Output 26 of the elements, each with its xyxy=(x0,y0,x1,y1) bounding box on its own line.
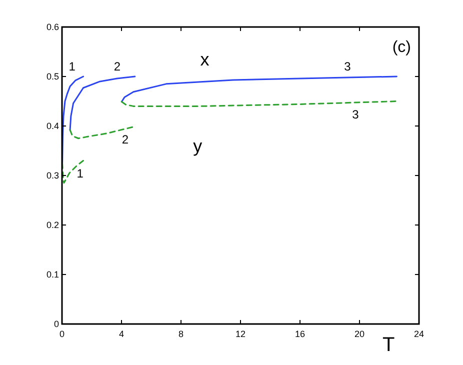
series-label: 2 xyxy=(122,132,129,146)
y-tick-label: 0.4 xyxy=(46,121,59,131)
x-tick-label: 16 xyxy=(294,329,306,339)
x-tick-label: 24 xyxy=(414,329,424,339)
line-series xyxy=(120,76,398,102)
x-tick-label: 8 xyxy=(178,329,184,339)
x-tick-label: 20 xyxy=(354,329,365,339)
annotation: y xyxy=(193,136,202,156)
line-series xyxy=(62,160,84,184)
y-tick-label: 0.3 xyxy=(46,170,59,180)
y-tick-label: 0 xyxy=(54,319,59,329)
y-tick-label: 0.1 xyxy=(46,270,59,280)
series-label: 3 xyxy=(352,107,360,122)
series-label: 2 xyxy=(114,60,121,74)
x-tick-label: 12 xyxy=(235,329,246,339)
series-label: 1 xyxy=(76,166,84,181)
y-tick-label: 0.5 xyxy=(46,72,59,82)
x-tick-label: 4 xyxy=(118,329,124,339)
x-axis-title: T xyxy=(382,334,395,356)
y-tick-label: 0.6 xyxy=(46,22,59,32)
line-series xyxy=(69,76,136,131)
y-tick-label: 0.2 xyxy=(46,220,59,230)
annotation: x xyxy=(200,50,210,70)
text: (c) xyxy=(392,39,411,56)
series-label: 1 xyxy=(68,60,76,74)
series-label: 3 xyxy=(344,60,352,74)
